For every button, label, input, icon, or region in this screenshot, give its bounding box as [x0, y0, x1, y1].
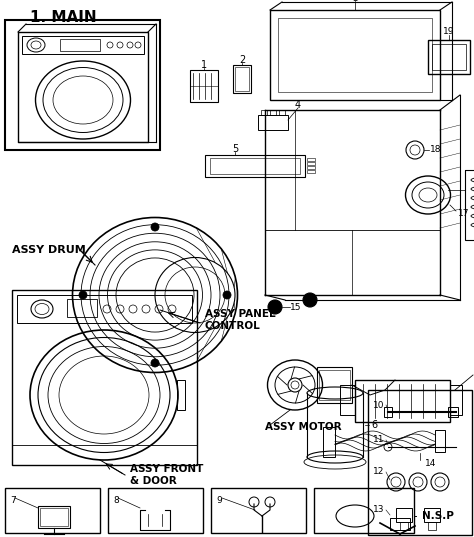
Bar [205, 155, 305, 177]
Circle shape [303, 293, 317, 307]
Bar [340, 385, 355, 415]
Circle shape [151, 223, 159, 231]
Bar [270, 110, 276, 115]
Bar [211, 488, 306, 533]
Bar [190, 70, 218, 102]
Bar [355, 380, 450, 422]
Text: 6: 6 [371, 420, 377, 430]
Bar [261, 110, 267, 115]
Bar [448, 407, 458, 417]
Bar [384, 407, 392, 417]
Text: 12: 12 [373, 468, 384, 476]
Circle shape [223, 291, 231, 299]
Text: 1: 1 [201, 60, 207, 70]
Text: 1. MAIN: 1. MAIN [30, 10, 97, 25]
Bar [450, 385, 462, 415]
Text: 13: 13 [373, 505, 384, 514]
Circle shape [268, 300, 282, 314]
Bar [323, 427, 335, 457]
Text: 3: 3 [352, 0, 358, 3]
Circle shape [151, 359, 159, 367]
Text: 14: 14 [425, 459, 437, 468]
Bar [17, 295, 192, 323]
Bar [22, 36, 144, 54]
Text: N.S.P: N.S.P [422, 511, 454, 521]
Bar [270, 10, 440, 100]
Circle shape [79, 291, 87, 299]
Bar [368, 390, 472, 535]
Bar [258, 115, 288, 130]
Text: 9: 9 [216, 496, 222, 505]
Text: 11: 11 [373, 436, 384, 445]
Bar [5, 488, 100, 533]
Text: 17: 17 [458, 208, 470, 217]
Text: ASSY DRUM: ASSY DRUM [12, 245, 86, 255]
Bar [210, 158, 300, 174]
Bar [424, 508, 440, 522]
Bar [5, 20, 160, 150]
Bar [233, 65, 251, 93]
Bar [235, 67, 249, 91]
Bar [435, 430, 445, 452]
Text: ASSY PANEL
CONTROL: ASSY PANEL CONTROL [205, 309, 275, 331]
Bar [307, 166, 315, 169]
Bar [432, 44, 466, 70]
Bar [390, 518, 410, 530]
Text: 19: 19 [443, 27, 455, 37]
Text: 18: 18 [430, 146, 441, 155]
Bar [67, 299, 97, 317]
Bar [307, 158, 315, 161]
Text: 8: 8 [113, 496, 119, 505]
Text: 7: 7 [10, 496, 16, 505]
Bar [60, 39, 100, 51]
Bar [307, 170, 315, 173]
Bar [307, 162, 315, 165]
Bar [108, 488, 203, 533]
Bar [279, 110, 285, 115]
Circle shape [288, 378, 302, 392]
Text: 4: 4 [295, 100, 301, 110]
Bar [428, 522, 436, 530]
Text: 15: 15 [290, 302, 301, 311]
Text: 5: 5 [232, 144, 238, 154]
Bar [38, 506, 70, 528]
Bar [428, 40, 470, 74]
Bar [465, 170, 474, 240]
Bar [278, 18, 432, 92]
Bar [177, 380, 185, 410]
Bar [317, 367, 352, 403]
Bar [314, 488, 414, 533]
Bar [40, 508, 68, 526]
Text: ASSY MOTOR: ASSY MOTOR [265, 422, 342, 432]
Text: ASSY FRONT
& DOOR: ASSY FRONT & DOOR [130, 464, 203, 486]
Bar [396, 508, 412, 522]
Bar [400, 522, 408, 530]
Bar [319, 370, 350, 400]
Bar [12, 290, 197, 465]
Bar [18, 32, 148, 142]
Text: 2: 2 [239, 55, 245, 65]
Text: 10: 10 [373, 401, 384, 410]
